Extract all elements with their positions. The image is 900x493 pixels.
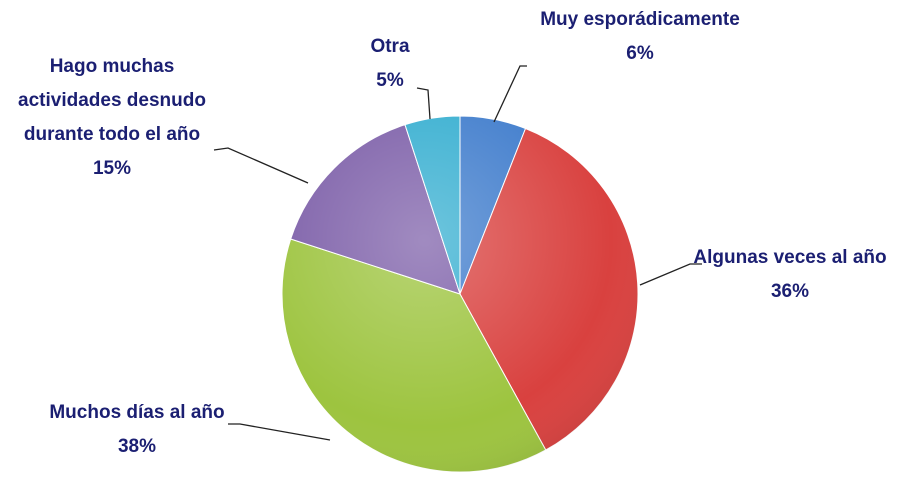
value-label: 6% <box>626 43 654 64</box>
category-label: Muchos días al año <box>49 402 225 423</box>
pie-shading <box>282 116 638 472</box>
category-label: Muy esporádicamente <box>540 9 740 30</box>
category-label: Hago muchas actividades desnudo durante … <box>18 56 206 145</box>
slice-label: Hago muchas actividades desnudo durante … <box>9 50 215 186</box>
leader-line <box>213 147 309 184</box>
value-label: 15% <box>92 158 132 179</box>
category-label: Otra <box>370 36 410 57</box>
value-label: 5% <box>376 70 404 91</box>
value-label: 38% <box>117 436 157 457</box>
leader-line <box>493 65 527 123</box>
leader-line <box>228 423 331 441</box>
category-label: Algunas veces al año <box>693 247 887 268</box>
slice-label: Algunas veces al año 36% <box>692 241 888 309</box>
leader-line <box>416 87 431 120</box>
value-label: 36% <box>770 281 810 302</box>
slice-label: Otra 5% <box>340 30 440 98</box>
slice-label: Muchos días al año 38% <box>47 396 227 464</box>
slice-label: Muy esporádicamente 6% <box>540 3 740 71</box>
leader-line <box>639 263 702 286</box>
